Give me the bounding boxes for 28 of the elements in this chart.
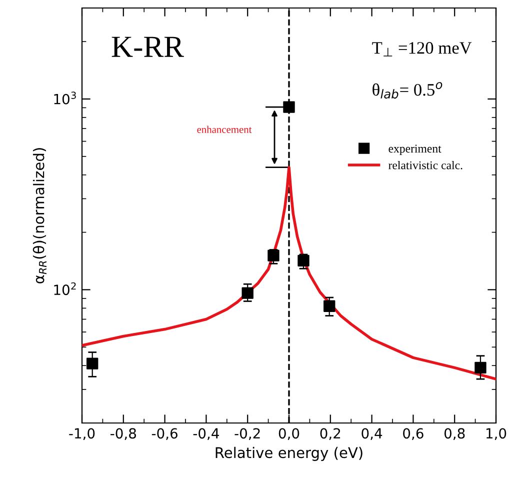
point [324, 300, 336, 312]
x-tick-label: -0,2 [234, 428, 260, 440]
legend-label: relativistic calc. [388, 160, 462, 170]
x-tick-label: -1,0 [69, 428, 95, 440]
x-tick-label: -0,8 [110, 428, 136, 440]
point [86, 358, 98, 370]
x-tick-label: 0,8 [444, 428, 465, 440]
x-tick-label: -0,6 [152, 428, 178, 440]
annotation: enhancement [197, 126, 252, 134]
x-tick-label: 0,6 [403, 428, 424, 440]
annotation: θ$_{lab}$= 0.5$^{o}$ [372, 82, 442, 99]
x-tick-label: 0,2 [320, 428, 340, 440]
y-tick-label: 10$^{3}$ [54, 92, 76, 104]
x-axis-title: Relative energy (eV) [216, 446, 362, 461]
x-tick-label: 0,0 [278, 428, 300, 440]
point [268, 250, 280, 262]
y-tick-label: 10$^{2}$ [54, 282, 76, 296]
x-tick-label: 0,4 [362, 428, 382, 440]
point [298, 254, 310, 266]
legend-label: experiment [388, 144, 442, 155]
point [242, 287, 254, 299]
y-axis-title: α$_{RR}$(θ)(normalized) [32, 148, 46, 284]
point [283, 101, 295, 113]
point [474, 362, 486, 374]
annotation: T$_{⊥}$ =120 meV [372, 42, 472, 56]
x-tick-label: 1,0 [486, 428, 506, 440]
x-tick-label: -0,4 [193, 428, 219, 440]
annotation: K-RR [112, 36, 184, 57]
